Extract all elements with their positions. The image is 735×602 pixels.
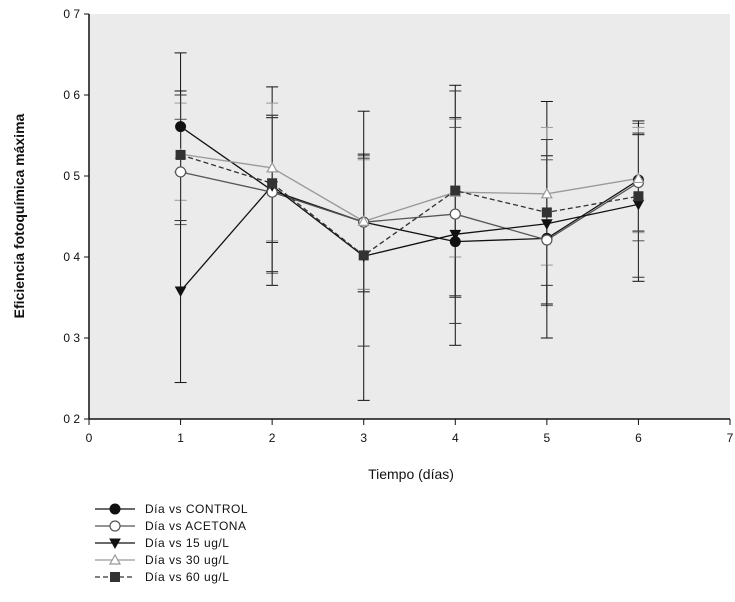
y-axis-title: Eficiencia fotoquímica máxima [11,113,27,318]
y-tick-label: 0 3 [63,331,80,345]
data-point [175,121,187,133]
series-markers [174,121,645,298]
data-point [632,172,645,184]
y-axis-ticks: 0 2 0 3 0 4 0 5 0 6 0 7 [63,7,89,426]
legend-swatch-marker [110,572,120,582]
x-tick-label: 2 [269,431,276,445]
data-point [174,286,187,298]
legend-label: Día vs 15 ug/L [145,536,229,550]
series-line [180,153,639,223]
data-point [174,166,187,178]
series-line [180,154,639,257]
legend-swatch-marker [109,538,121,550]
x-tick-label: 0 [86,431,93,445]
data-point [357,215,370,226]
legend-label: Día vs CONTROL [145,502,248,516]
data-point [449,229,462,241]
x-axis-title: Tiempo (días) [368,466,454,482]
data-point [266,161,279,173]
legend-swatch-marker [109,520,121,532]
legend-label: Día vs 60 ug/L [145,570,229,584]
y-tick-label: 0 6 [63,88,80,102]
x-tick-label: 4 [452,431,459,445]
data-point [175,149,186,160]
data-point [633,191,644,202]
legend-label: Día vs ACETONA [145,519,246,533]
legend-label: Día vs 30 ug/L [145,553,229,567]
x-tick-label: 3 [360,431,367,445]
plot-area [89,14,730,419]
y-tick-label: 0 5 [63,169,80,183]
y-tick-label: 0 7 [63,7,80,21]
x-tick-label: 7 [727,431,734,445]
data-point [541,207,552,218]
series-line [180,184,639,292]
series-lines [180,126,639,292]
legend-swatch-marker [108,553,122,565]
error-bars [174,52,645,401]
legend: Día vs CONTROL Día vs ACETONA Día vs 15 ug… [95,502,248,584]
series-line [180,171,639,241]
x-axis-ticks: 0 1 2 3 4 5 6 7 [86,419,734,445]
legend-swatch-marker [109,503,121,515]
data-point [540,187,553,199]
data-point [541,219,553,230]
series-line [180,126,639,243]
data-point [450,185,461,196]
data-point [267,178,278,189]
data-point [541,234,553,246]
x-tick-label: 6 [635,431,642,445]
x-tick-label: 1 [177,431,184,445]
data-point [358,250,369,261]
x-tick-label: 5 [544,431,551,445]
y-tick-label: 0 2 [63,412,80,426]
y-tick-label: 0 4 [63,250,80,264]
data-point [449,208,461,220]
